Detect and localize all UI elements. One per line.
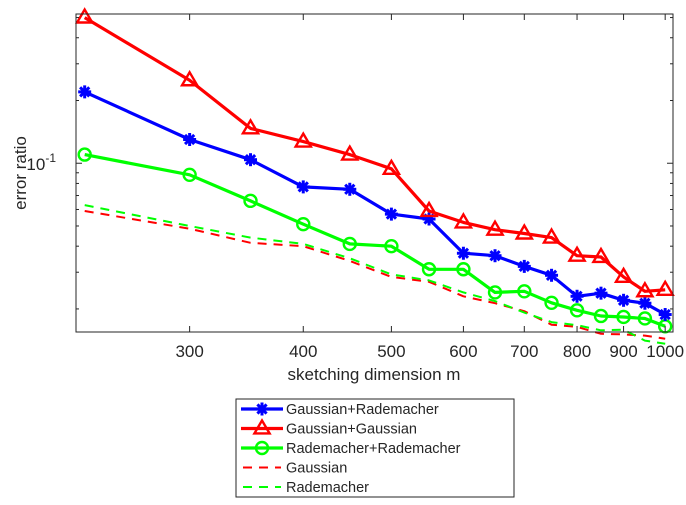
data-point-gaussian-gaussian xyxy=(179,69,200,87)
x-tick-label: 700 xyxy=(510,342,538,361)
series-line-gaussian-gaussian xyxy=(83,16,666,293)
data-point-rademacher-rademacher xyxy=(517,284,532,299)
data-point-gaussian-rademacher xyxy=(384,207,398,221)
data-point-gaussian-gaussian xyxy=(514,223,534,240)
legend-marker-gaussian-gaussian xyxy=(252,418,272,435)
data-point-gaussian-rademacher xyxy=(517,259,531,273)
series-gaussian xyxy=(84,210,666,340)
data-point-gaussian-gaussian xyxy=(381,158,402,175)
series-line-gaussian-rademacher xyxy=(84,90,666,316)
x-tick-label: 500 xyxy=(377,342,405,361)
legend-item-gaussian-rademacher: Gaussian+Rademacher xyxy=(241,402,439,418)
data-point-gaussian-rademacher xyxy=(296,180,310,194)
legend-marker-rademacher-rademacher xyxy=(254,440,270,456)
data-point-gaussian-gaussian xyxy=(485,219,505,236)
series-line-rademacher xyxy=(84,204,666,345)
legend: Gaussian+Rademacher Gaussian+Gaussian Rade… xyxy=(235,398,515,498)
y-axis-label: error ratio xyxy=(11,136,30,210)
data-point-rademacher-rademacher xyxy=(487,285,503,300)
x-tick-label: 900 xyxy=(609,342,637,361)
data-point-gaussian-rademacher xyxy=(617,293,631,307)
data-point-gaussian-rademacher xyxy=(244,153,258,167)
data-point-rademacher-rademacher xyxy=(384,238,399,254)
series-line-rademacher-rademacher xyxy=(84,153,666,328)
series-rademacher-rademacher xyxy=(77,147,673,334)
data-point-gaussian-rademacher xyxy=(658,308,672,322)
y-tick-exponent: -1 xyxy=(45,151,56,165)
data-point-gaussian-rademacher xyxy=(456,246,470,260)
data-point-rademacher-rademacher xyxy=(544,295,559,311)
legend-marker-gaussian-rademacher xyxy=(255,402,269,416)
plot-area xyxy=(76,14,673,332)
data-point-rademacher-rademacher xyxy=(243,193,258,209)
data-point-rademacher-rademacher xyxy=(77,147,92,162)
data-point-gaussian-rademacher xyxy=(488,249,502,263)
data-point-rademacher-rademacher xyxy=(569,303,585,318)
data-point-gaussian-rademacher xyxy=(594,286,608,300)
x-tick-label: 300 xyxy=(175,342,203,361)
data-point-gaussian-rademacher xyxy=(343,182,357,196)
data-point-gaussian-rademacher xyxy=(422,212,436,226)
legend-label-gaussian: Gaussian xyxy=(286,461,347,477)
data-point-gaussian-gaussian xyxy=(541,227,562,244)
x-axis-label: sketching dimension m xyxy=(288,365,461,384)
data-point-gaussian-gaussian xyxy=(453,212,474,229)
data-point-rademacher-rademacher xyxy=(182,167,197,183)
x-tick-label: 1000 xyxy=(646,342,684,361)
series-line-gaussian xyxy=(84,210,666,340)
series-layer xyxy=(74,7,675,345)
series-gaussian-rademacher xyxy=(78,85,672,322)
data-point-gaussian-rademacher xyxy=(570,289,584,303)
data-point-gaussian-gaussian xyxy=(419,200,439,218)
x-tick-label: 800 xyxy=(563,342,591,361)
legend-item-rademacher-rademacher: Rademacher+Rademacher xyxy=(241,440,461,457)
data-point-gaussian-rademacher xyxy=(78,85,92,99)
data-point-gaussian-gaussian xyxy=(613,266,634,284)
data-point-gaussian-gaussian xyxy=(293,131,313,148)
data-point-gaussian-rademacher xyxy=(183,132,197,146)
data-point-rademacher-rademacher xyxy=(296,216,311,232)
legend-label-gaussian-gaussian: Gaussian+Gaussian xyxy=(286,422,417,438)
legend-item-gaussian: Gaussian xyxy=(243,461,347,477)
data-point-gaussian-gaussian xyxy=(340,144,360,161)
data-point-gaussian-gaussian xyxy=(635,280,655,298)
data-point-gaussian-gaussian xyxy=(655,279,675,296)
data-point-gaussian-gaussian xyxy=(567,245,587,262)
x-tick-label: 400 xyxy=(289,342,317,361)
data-point-gaussian-gaussian xyxy=(591,246,611,264)
legend-item-gaussian-gaussian: Gaussian+Gaussian xyxy=(241,418,417,438)
data-point-rademacher-rademacher xyxy=(593,308,609,324)
legend-item-rademacher: Rademacher xyxy=(243,480,369,496)
series-rademacher xyxy=(84,204,666,345)
data-point-gaussian-rademacher xyxy=(638,296,652,310)
legend-label-rademacher-rademacher: Rademacher+Rademacher xyxy=(286,441,461,457)
data-point-gaussian-rademacher xyxy=(545,268,559,282)
data-point-rademacher-rademacher xyxy=(637,311,653,326)
data-point-rademacher-rademacher xyxy=(342,236,357,252)
data-point-gaussian-gaussian xyxy=(240,117,261,135)
legend-label-rademacher: Rademacher xyxy=(286,480,369,496)
data-point-rademacher-rademacher xyxy=(456,262,471,277)
y-tick-label: 10-1 xyxy=(26,151,56,174)
series-gaussian-gaussian xyxy=(74,7,675,298)
x-tick-label: 600 xyxy=(449,342,477,361)
data-point-gaussian-gaussian xyxy=(74,7,95,24)
legend-label-gaussian-rademacher: Gaussian+Rademacher xyxy=(286,402,439,418)
data-point-rademacher-rademacher xyxy=(421,262,437,277)
data-point-rademacher-rademacher xyxy=(616,309,631,325)
